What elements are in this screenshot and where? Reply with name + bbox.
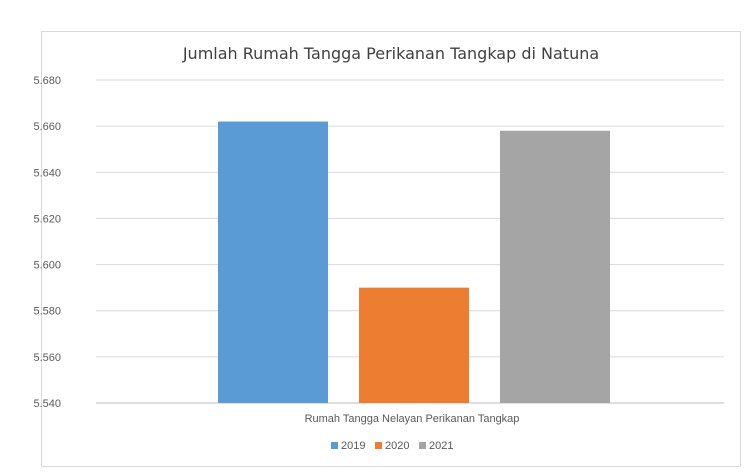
legend-label: 2021	[429, 440, 453, 452]
legend-label: 2019	[341, 440, 365, 452]
legend-swatch-2020	[375, 442, 382, 449]
legend-label: 2020	[385, 440, 409, 452]
y-tick-label: 5.600	[33, 260, 61, 272]
bar-2019	[218, 121, 328, 404]
y-tick-label: 5.620	[33, 213, 61, 225]
y-tick-label: 5.660	[33, 121, 61, 133]
y-tick-label: 5.640	[33, 167, 61, 179]
legend-swatch-2019	[331, 442, 338, 449]
y-tick-label: 5.580	[33, 306, 61, 318]
y-tick-label: 5.560	[33, 352, 61, 364]
legend-swatch-2021	[419, 442, 426, 449]
x-category-label: Rumah Tangga Nelayan Perikanan Tangkap	[305, 413, 520, 425]
y-tick-label: 5.680	[33, 75, 61, 87]
chart-title: Jumlah Rumah Tangga Perikanan Tangkap di…	[182, 44, 600, 63]
y-tick-label: 5.540	[33, 398, 61, 410]
bar-2020	[359, 287, 469, 403]
bar-2021	[500, 130, 610, 403]
